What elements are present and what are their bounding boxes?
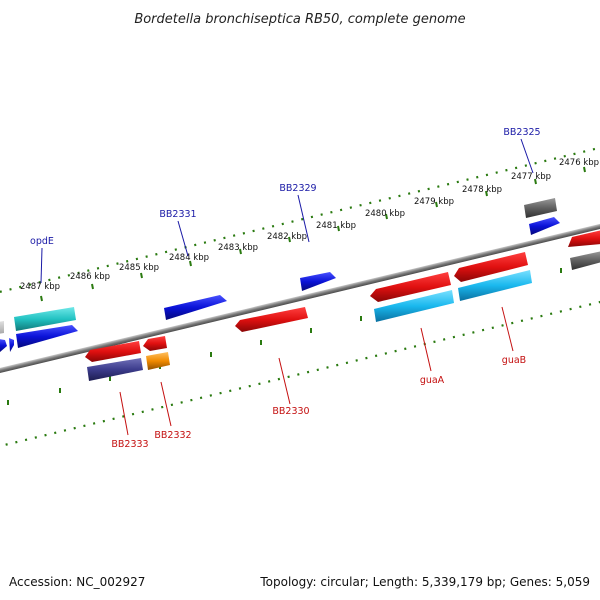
tick-label: 2482 kbp <box>267 232 307 242</box>
accession-text: Accession: NC_002927 <box>9 575 145 589</box>
gene-label-BB2333[interactable]: BB2333 <box>111 439 148 450</box>
tick-label: 2483 kbp <box>218 243 258 253</box>
tick-label: 2476 kbp <box>559 158 599 168</box>
gene-BB2329[interactable] <box>300 272 336 291</box>
gene-label-guaA[interactable]: guaA <box>420 375 445 386</box>
outer-major-ticks <box>40 166 586 302</box>
gene-BB2332[interactable] <box>143 336 167 351</box>
gene-label-BB2330[interactable]: BB2330 <box>272 406 309 417</box>
gene-label-BB2325[interactable]: BB2325 <box>503 127 540 138</box>
tick-label: 2478 kbp <box>462 185 502 195</box>
gene-box[interactable] <box>570 251 600 270</box>
gene-labels: opdE BB2331 BB2329 BB2325 BB2333 BB2332 … <box>30 127 541 450</box>
gene-label-opdE[interactable]: opdE <box>30 236 54 247</box>
leader-lines <box>40 138 534 436</box>
gene-arrow[interactable] <box>0 339 7 352</box>
tick-label: 2486 kbp <box>70 272 110 282</box>
gene-BB2330[interactable] <box>235 307 308 332</box>
tick-label: 2477 kbp <box>511 172 551 182</box>
tick-label: 2481 kbp <box>316 221 356 231</box>
gene-label-guaB[interactable]: guaB <box>502 355 526 366</box>
gene-arrow[interactable] <box>529 217 560 235</box>
gene-guaB[interactable] <box>458 270 532 301</box>
gene-opdE[interactable] <box>14 307 76 331</box>
tick-label: 2480 kbp <box>365 209 405 219</box>
reverse-genes <box>85 252 532 381</box>
gene-label-BB2331[interactable]: BB2331 <box>159 209 196 220</box>
tick-label: 2487 kbp <box>20 282 60 292</box>
map-title: Bordetella bronchiseptica RB50, complete… <box>134 12 465 27</box>
genome-summary-text: Topology: circular; Length: 5,339,179 bp… <box>259 575 590 589</box>
outer-scale <box>0 139 600 310</box>
gene-box[interactable] <box>0 321 4 334</box>
tick-labels: 2487 kbp 2486 kbp 2485 kbp 2484 kbp 2483… <box>20 158 599 292</box>
tick-label: 2479 kbp <box>414 197 454 207</box>
gene-guaB-red[interactable] <box>454 252 528 282</box>
gene-guaA-red[interactable] <box>370 272 451 302</box>
tick-label: 2485 kbp <box>119 263 159 273</box>
gene-BB2325[interactable] <box>524 198 557 218</box>
gene-BB2332-box[interactable] <box>146 352 170 370</box>
gene-label-BB2332[interactable]: BB2332 <box>154 430 191 441</box>
tick-label: 2484 kbp <box>169 253 209 263</box>
gene-label-BB2329[interactable]: BB2329 <box>279 183 316 194</box>
forward-genes <box>0 198 600 352</box>
gene-arrow[interactable] <box>16 325 78 348</box>
gene-arrow[interactable] <box>568 230 600 247</box>
gene-BB2333-box[interactable] <box>87 358 143 381</box>
gene-BB2331[interactable] <box>164 295 227 320</box>
genome-backbone <box>0 212 600 386</box>
gene-BB2333[interactable] <box>85 341 141 362</box>
gene-guaA[interactable] <box>374 290 454 322</box>
gene-arrow[interactable] <box>9 338 14 352</box>
